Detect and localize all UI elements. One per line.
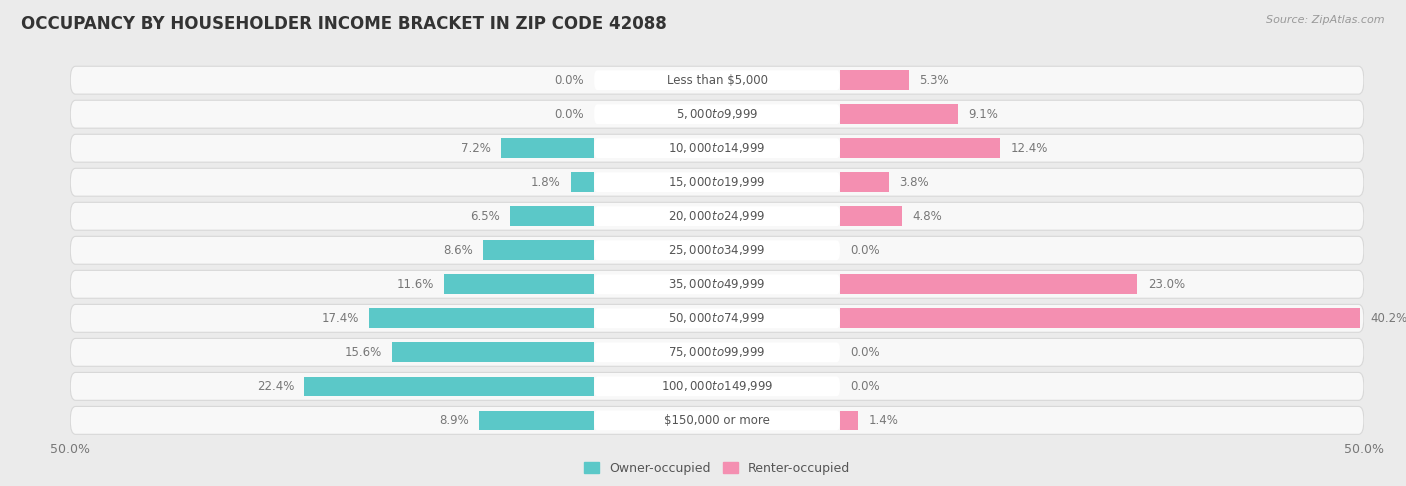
Text: 7.2%: 7.2%	[461, 142, 491, 155]
Text: 0.0%: 0.0%	[851, 346, 880, 359]
Text: 12.4%: 12.4%	[1011, 142, 1047, 155]
FancyBboxPatch shape	[70, 338, 1364, 366]
FancyBboxPatch shape	[595, 309, 839, 328]
Legend: Owner-occupied, Renter-occupied: Owner-occupied, Renter-occupied	[579, 457, 855, 480]
FancyBboxPatch shape	[70, 202, 1364, 230]
Text: $20,000 to $24,999: $20,000 to $24,999	[668, 209, 766, 223]
Text: $35,000 to $49,999: $35,000 to $49,999	[668, 278, 766, 291]
Bar	[839, 309, 1360, 328]
Text: $5,000 to $9,999: $5,000 to $9,999	[676, 107, 758, 121]
Text: OCCUPANCY BY HOUSEHOLDER INCOME BRACKET IN ZIP CODE 42088: OCCUPANCY BY HOUSEHOLDER INCOME BRACKET …	[21, 15, 666, 33]
Text: 9.1%: 9.1%	[967, 108, 998, 121]
Text: 22.4%: 22.4%	[257, 380, 294, 393]
Text: 0.0%: 0.0%	[554, 108, 583, 121]
Text: $25,000 to $34,999: $25,000 to $34,999	[668, 243, 766, 257]
Text: 0.0%: 0.0%	[851, 244, 880, 257]
FancyBboxPatch shape	[595, 275, 839, 294]
FancyBboxPatch shape	[70, 100, 1364, 128]
FancyBboxPatch shape	[595, 207, 839, 226]
FancyBboxPatch shape	[70, 406, 1364, 434]
Bar	[839, 139, 1000, 158]
FancyBboxPatch shape	[70, 236, 1364, 264]
Text: $75,000 to $99,999: $75,000 to $99,999	[668, 346, 766, 359]
FancyBboxPatch shape	[595, 377, 839, 396]
Bar	[839, 70, 908, 90]
Bar	[839, 411, 858, 430]
Bar	[510, 207, 595, 226]
Text: $15,000 to $19,999: $15,000 to $19,999	[668, 175, 766, 189]
Bar	[444, 275, 595, 294]
Text: $50,000 to $74,999: $50,000 to $74,999	[668, 312, 766, 325]
Text: 3.8%: 3.8%	[900, 176, 929, 189]
FancyBboxPatch shape	[595, 411, 839, 430]
Bar	[571, 173, 595, 192]
Text: 15.6%: 15.6%	[344, 346, 382, 359]
Text: 5.3%: 5.3%	[920, 74, 949, 87]
Bar	[501, 139, 595, 158]
FancyBboxPatch shape	[70, 372, 1364, 400]
Text: $100,000 to $149,999: $100,000 to $149,999	[661, 380, 773, 393]
FancyBboxPatch shape	[595, 343, 839, 362]
Bar	[839, 207, 903, 226]
Text: 4.8%: 4.8%	[912, 210, 942, 223]
Text: $150,000 or more: $150,000 or more	[664, 414, 770, 427]
Text: 40.2%: 40.2%	[1371, 312, 1406, 325]
FancyBboxPatch shape	[595, 173, 839, 192]
Text: Less than $5,000: Less than $5,000	[666, 74, 768, 87]
FancyBboxPatch shape	[595, 70, 839, 90]
Text: 8.9%: 8.9%	[439, 414, 468, 427]
Text: $10,000 to $14,999: $10,000 to $14,999	[668, 141, 766, 155]
Text: 6.5%: 6.5%	[470, 210, 499, 223]
Text: 0.0%: 0.0%	[851, 380, 880, 393]
Text: 0.0%: 0.0%	[554, 74, 583, 87]
Bar	[482, 241, 595, 260]
Text: 17.4%: 17.4%	[322, 312, 359, 325]
Text: Source: ZipAtlas.com: Source: ZipAtlas.com	[1267, 15, 1385, 25]
Text: 23.0%: 23.0%	[1147, 278, 1185, 291]
FancyBboxPatch shape	[595, 139, 839, 158]
FancyBboxPatch shape	[70, 66, 1364, 94]
Bar	[839, 275, 1137, 294]
FancyBboxPatch shape	[595, 104, 839, 124]
Bar	[479, 411, 595, 430]
FancyBboxPatch shape	[70, 168, 1364, 196]
FancyBboxPatch shape	[70, 304, 1364, 332]
FancyBboxPatch shape	[70, 134, 1364, 162]
Text: 11.6%: 11.6%	[396, 278, 434, 291]
Bar	[839, 173, 889, 192]
Bar	[305, 377, 595, 396]
Bar	[839, 104, 957, 124]
Text: 8.6%: 8.6%	[443, 244, 472, 257]
Bar	[370, 309, 595, 328]
Text: 1.8%: 1.8%	[531, 176, 561, 189]
Text: 1.4%: 1.4%	[869, 414, 898, 427]
Bar	[392, 343, 595, 362]
FancyBboxPatch shape	[70, 270, 1364, 298]
FancyBboxPatch shape	[595, 241, 839, 260]
